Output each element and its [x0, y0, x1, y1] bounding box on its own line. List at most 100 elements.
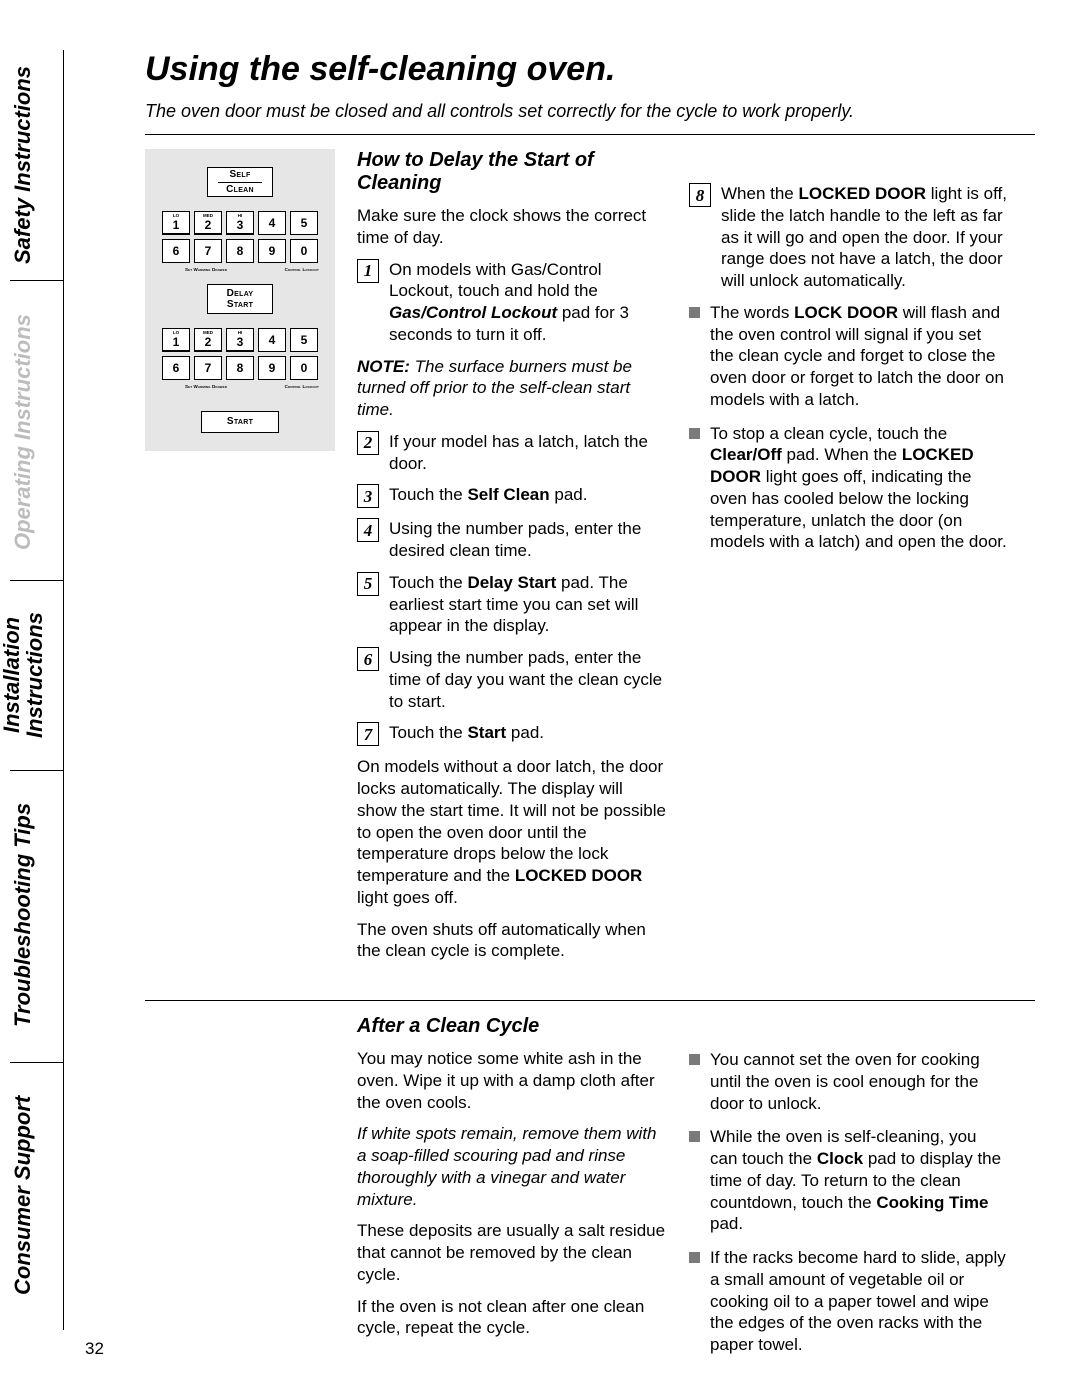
keypad-sublabels: Set Warming Drawer Control Lockout	[159, 267, 321, 284]
section-heading: After a Clean Cycle	[357, 1015, 667, 1038]
keypad-key: LO1	[162, 211, 190, 235]
step-6: 6 Using the number pads, enter the time …	[357, 647, 667, 712]
paragraph: The oven shuts off automatically when th…	[357, 919, 667, 963]
bullet-item: You cannot set the oven for cooking unti…	[689, 1049, 1007, 1114]
step-text: When the LOCKED DOOR light is off, slide…	[721, 183, 1007, 292]
step-1: 1 On models with Gas/Control Lockout, to…	[357, 259, 667, 346]
bullet-text: The words LOCK DOOR will flash and the o…	[710, 302, 1007, 411]
step-number-icon: 7	[357, 722, 379, 746]
figure-column: Self Clean LO1MED2HI34567890 Set Warming…	[145, 149, 335, 972]
step-2: 2 If your model has a latch, latch the d…	[357, 431, 667, 475]
keypad-key: 4	[258, 211, 286, 235]
bullet-text: You cannot set the oven for cooking unti…	[710, 1049, 1007, 1114]
right-column: 8 When the LOCKED DOOR light is off, sli…	[689, 149, 1007, 972]
sublabel-right: Control Lockout	[259, 384, 319, 389]
sublabel-right: Control Lockout	[259, 267, 319, 272]
page: Using the self-cleaning oven. The oven d…	[45, 0, 1045, 1397]
note-text: NOTE: The surface burners must be turned…	[357, 356, 667, 421]
left-text-column: After a Clean Cycle You may notice some …	[357, 1015, 667, 1368]
step-3: 3 Touch the Self Clean pad.	[357, 484, 667, 508]
keypad-key: 5	[290, 211, 318, 235]
keypad-key: 7	[194, 239, 222, 263]
bullet-text: To stop a clean cycle, touch the Clear/O…	[710, 423, 1007, 554]
page-subtitle: The oven door must be closed and all con…	[145, 101, 1035, 122]
sidebar-separator	[10, 1062, 63, 1063]
step-number-icon: 8	[689, 183, 711, 207]
paragraph: On models without a door latch, the door…	[357, 756, 667, 908]
keypad-key: 8	[226, 239, 254, 263]
label: Delay	[227, 288, 254, 300]
self-clean-button: Self Clean	[207, 167, 273, 197]
sidebar-separator	[10, 770, 63, 771]
keypad-key: 9	[258, 356, 286, 380]
sidebar-tab: Operating Instructions	[10, 290, 36, 575]
step-number-icon: 1	[357, 259, 379, 283]
bullet-text: If the racks become hard to slide, apply…	[710, 1247, 1007, 1356]
keypad-key: 0	[290, 239, 318, 263]
content-area: Using the self-cleaning oven. The oven d…	[145, 50, 1035, 1368]
bullet-square-icon	[689, 307, 700, 318]
bullet-item: To stop a clean cycle, touch the Clear/O…	[689, 423, 1007, 554]
bullet-square-icon	[689, 1252, 700, 1263]
label: Self	[229, 169, 250, 181]
step-text: Touch the Self Clean pad.	[389, 484, 667, 506]
intro-text: Make sure the clock shows the correct ti…	[357, 205, 667, 249]
sidebar-separator	[10, 280, 63, 281]
step-text: If your model has a latch, latch the doo…	[389, 431, 667, 475]
instructions-column: How to Delay the Start of Cleaning Make …	[357, 149, 667, 972]
delay-start-button: Delay Start	[207, 284, 273, 314]
keypad-key: 5	[290, 328, 318, 352]
bullet-text: While the oven is self-cleaning, you can…	[710, 1126, 1007, 1235]
keypad-sublabels: Set Warming Drawer Control Lockout	[159, 384, 321, 401]
step-text: Using the number pads, enter the time of…	[389, 647, 667, 712]
page-number: 32	[85, 1339, 104, 1359]
sidebar-tab: Troubleshooting Tips	[10, 780, 36, 1050]
keypad-key: MED2	[194, 211, 222, 235]
divider	[145, 134, 1035, 135]
bullet-square-icon	[689, 1131, 700, 1142]
keypad-key: HI3	[226, 211, 254, 235]
bullet-item: If the racks become hard to slide, apply…	[689, 1247, 1007, 1356]
step-number-icon: 4	[357, 518, 379, 542]
step-5: 5 Touch the Delay Start pad. The earlies…	[357, 572, 667, 637]
sidebar-tab: Safety Instructions	[10, 55, 36, 275]
section-heading: How to Delay the Start of Cleaning	[357, 149, 667, 195]
step-text: Touch the Start pad.	[389, 722, 667, 744]
bullet-square-icon	[689, 1054, 700, 1065]
sidebar-tab: InstallationInstructions	[0, 590, 46, 760]
step-number-icon: 3	[357, 484, 379, 508]
sidebar-tab: Consumer Support	[10, 1070, 36, 1320]
keypad-2: LO1MED2HI34567890	[159, 328, 321, 380]
step-number-icon: 5	[357, 572, 379, 596]
divider	[145, 1000, 1035, 1001]
paragraph: You may notice some white ash in the ove…	[357, 1048, 667, 1113]
control-panel-figure: Self Clean LO1MED2HI34567890 Set Warming…	[145, 149, 335, 451]
section-after-clean: After a Clean Cycle You may notice some …	[145, 1015, 1035, 1368]
step-text: Using the number pads, enter the desired…	[389, 518, 667, 562]
step-7: 7 Touch the Start pad.	[357, 722, 667, 746]
keypad-key: 6	[162, 239, 190, 263]
paragraph-italic: If white spots remain, remove them with …	[357, 1123, 667, 1210]
keypad-key: LO1	[162, 328, 190, 352]
step-8: 8 When the LOCKED DOOR light is off, sli…	[689, 183, 1007, 292]
keypad-key: HI3	[226, 328, 254, 352]
bullet-item: While the oven is self-cleaning, you can…	[689, 1126, 1007, 1235]
label: Start	[227, 416, 253, 428]
sidebar-separator	[10, 580, 63, 581]
step-4: 4 Using the number pads, enter the desir…	[357, 518, 667, 562]
keypad-key: 4	[258, 328, 286, 352]
right-text-column: You cannot set the oven for cooking unti…	[689, 1015, 1007, 1368]
bullet-item: The words LOCK DOOR will flash and the o…	[689, 302, 1007, 411]
keypad-key: 8	[226, 356, 254, 380]
section-delay-start: Self Clean LO1MED2HI34567890 Set Warming…	[145, 149, 1035, 972]
keypad-key: 9	[258, 239, 286, 263]
paragraph: If the oven is not clean after one clean…	[357, 1296, 667, 1340]
step-number-icon: 6	[357, 647, 379, 671]
sublabel-left: Set Warming Drawer	[161, 384, 251, 389]
page-title: Using the self-cleaning oven.	[145, 50, 1035, 89]
keypad-1: LO1MED2HI345 67890	[159, 211, 321, 263]
spacer-column	[145, 1015, 335, 1368]
paragraph: These deposits are usually a salt residu…	[357, 1220, 667, 1285]
sublabel-left: Set Warming Drawer	[161, 267, 251, 272]
keypad-key: 0	[290, 356, 318, 380]
